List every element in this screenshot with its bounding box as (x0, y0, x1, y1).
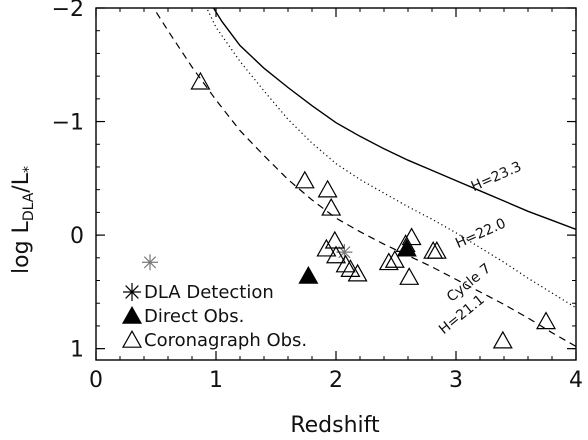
markers-layer (142, 71, 557, 349)
x-tick-label: 0 (89, 368, 103, 393)
legend: DLA Detection Direct Obs. Coronagraph Obs. (121, 282, 307, 351)
y-axis-title-subscript-dla: DLA (21, 192, 37, 221)
coronagraph-obs--point-13 (395, 234, 416, 252)
legend-coronagraph-obs--marker (121, 329, 143, 348)
y-axis-title: log LDLA/L* (9, 166, 37, 274)
dla-detection-point-1 (142, 254, 158, 271)
coronagraph-obs--point-7 (316, 238, 337, 257)
x-tick-label: 2 (329, 368, 343, 393)
curves-layer (152, 8, 576, 347)
legend-dla-detection-label: DLA Detection (144, 282, 274, 303)
coronagraph-obs--point-2 (294, 170, 315, 189)
coronagraph-obs--point-11 (378, 252, 399, 271)
coronagraph-obs--point-6 (325, 245, 347, 264)
coronagraph-obs--point-10 (347, 263, 368, 282)
coronagraph-obs--point-17 (426, 240, 447, 259)
curve-h-23-3 (212, 8, 576, 231)
legend-coronagraph-obs--label: Coronagraph Obs. (144, 330, 307, 351)
legend-dla-detection-marker (123, 283, 141, 301)
coronagraph-obs--point-14 (401, 227, 422, 246)
x-axis-title: Redshift (290, 413, 380, 438)
ticks-layer: 0 1 2 3 4−2−101 (52, 0, 583, 393)
y-tick-label: −1 (52, 111, 84, 136)
y-tick-label: −2 (52, 0, 84, 22)
curve-annotation-h-23-3: H=23.3 (469, 159, 524, 195)
y-axis-title-subscript-star: * (21, 166, 37, 173)
coronagraph-obs--point-3 (317, 179, 338, 198)
x-tick-label: 4 (569, 368, 583, 393)
coronagraph-obs--point-15 (399, 267, 420, 285)
coronagraph-obs--point-8 (335, 254, 356, 273)
coronagraph-obs--point-4 (321, 197, 342, 216)
dla-detection-point-1-stroke (143, 256, 157, 269)
coronagraph-obs--point-12 (384, 250, 405, 268)
curve-h-21-1 (152, 8, 576, 347)
coronagraph-obs--point-19 (535, 311, 557, 330)
x-tick-label: 3 (449, 368, 463, 393)
y-tick-label: 0 (70, 224, 84, 249)
coronagraph-obs--point-1 (190, 71, 211, 90)
direct-obs--point-1 (298, 265, 319, 284)
x-tick-label: 1 (209, 368, 223, 393)
legend-direct-obs--label: Direct Obs. (144, 306, 244, 327)
y-axis-title-middle: /L (9, 172, 34, 192)
legend-direct-obs--marker (121, 305, 143, 324)
curve-annotation-h-22-0: H=22.0 (453, 216, 508, 252)
coronagraph-obs--point-9 (340, 259, 361, 277)
coronagraph-obs--point-18 (492, 330, 513, 349)
y-tick-label: 1 (70, 338, 84, 363)
y-axis-title-main: log L (9, 220, 34, 274)
legend-dla-detection-marker-stroke (125, 285, 139, 299)
